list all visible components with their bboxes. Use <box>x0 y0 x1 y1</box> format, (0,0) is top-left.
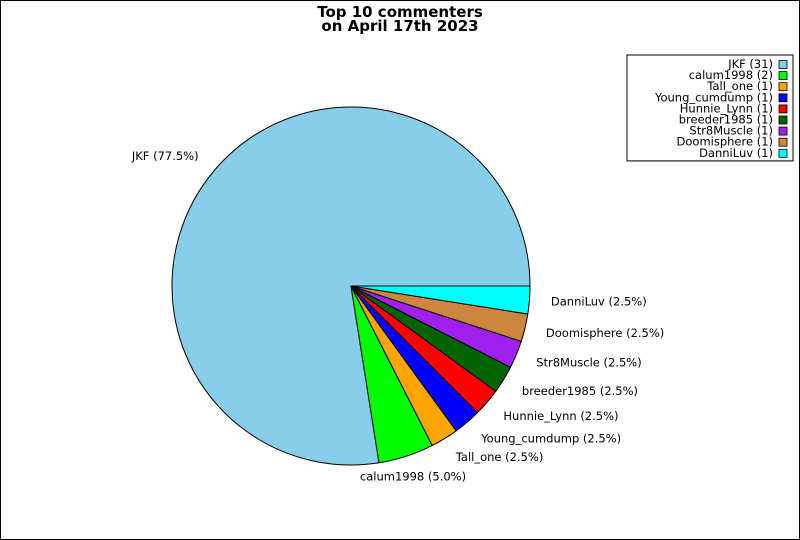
slice-label-breeder1985: breeder1985 (2.5%) <box>522 384 638 398</box>
legend-entry-label: Tall_one (1) <box>706 79 773 93</box>
slice-labels: JKF (77.5%) calum1998 (5.0%) Tall_one (2.5… <box>131 149 664 484</box>
slice-label-doomisphere: Doomisphere (2.5%) <box>546 326 664 340</box>
legend-frame <box>626 54 794 162</box>
slice-label-young-cumdump: Young_cumdump (2.5%) <box>480 431 621 445</box>
slice-label-danniluv: DanniLuv (2.5%) <box>551 295 647 309</box>
pie-slice-danniluv <box>350 285 531 315</box>
slice-label-str8muscle: Str8Muscle (2.5%) <box>536 356 642 370</box>
legend-swatch <box>778 60 788 69</box>
legend-swatch <box>778 115 788 125</box>
legend-swatch <box>778 148 788 158</box>
chart-title-line-2: on April 17th 2023 <box>321 17 478 35</box>
legend-swatch <box>778 104 788 114</box>
pie-slices <box>171 106 531 466</box>
chart-title-line-1: Top 10 commenters <box>317 3 483 21</box>
slice-label-jkf: JKF (77.5%) <box>131 149 199 163</box>
legend-entry-label: Young_cumdump (1) <box>654 90 773 104</box>
slice-label-tall-one: Tall_one (2.5%) <box>455 450 544 464</box>
legend-swatch <box>778 82 788 92</box>
legend-entry-label: JKF (31) <box>727 57 773 71</box>
legend-entry-label: DanniLuv (1) <box>699 146 773 160</box>
legend-entry-label: calum1998 (2) <box>689 68 773 82</box>
legend-swatch <box>778 126 788 136</box>
legend-entry-label: Doomisphere (1) <box>677 135 773 149</box>
legend-entry-label: Str8Muscle (1) <box>689 124 773 138</box>
slice-label-hunnie-lynn: Hunnie_Lynn (2.5%) <box>503 409 618 423</box>
legend-swatch <box>778 93 788 103</box>
legend-entry-label: breeder1985 (1) <box>679 113 773 127</box>
legend-entry-label: Hunnie_Lynn (1) <box>680 101 773 115</box>
legend: JKF (31)calum1998 (2)Tall_one (1)Young_c… <box>626 54 794 162</box>
legend-swatch <box>778 71 788 80</box>
slice-label-calum1998: calum1998 (5.0%) <box>360 470 466 484</box>
legend-swatch <box>778 137 788 147</box>
